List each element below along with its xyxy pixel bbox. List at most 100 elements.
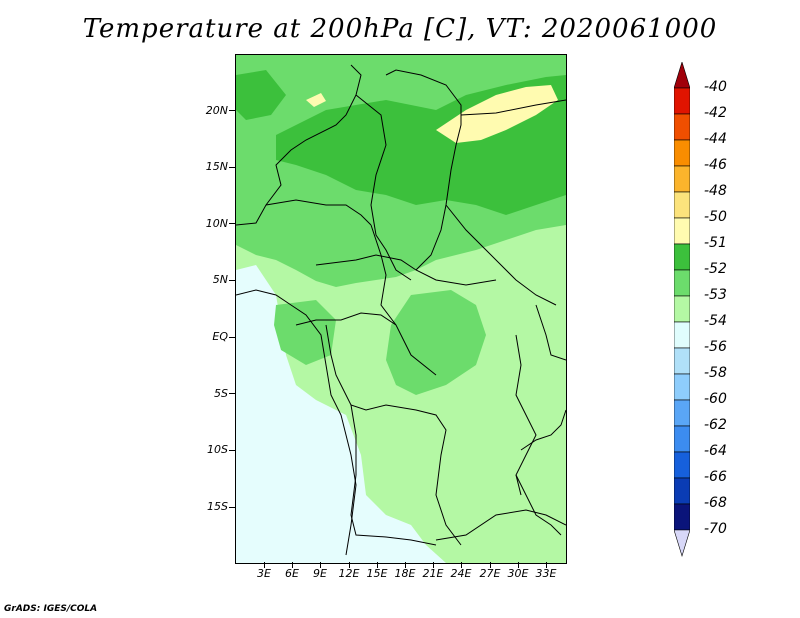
colorbar-segment bbox=[674, 425, 690, 453]
colorbar-label: -44 bbox=[704, 131, 727, 147]
lat-label: 5N bbox=[212, 273, 228, 286]
field-darkgreen-nw bbox=[236, 70, 286, 120]
lon-tick-mark bbox=[349, 562, 350, 568]
colorbar-label: -48 bbox=[704, 183, 727, 199]
border-line bbox=[445, 204, 557, 306]
lat-tick-mark bbox=[229, 280, 235, 281]
map-title: Temperature at 200hPa [C], VT: 202006100… bbox=[82, 14, 718, 44]
lat-label: 5S bbox=[214, 387, 228, 400]
lon-label: 30E bbox=[507, 567, 529, 580]
lon-tick-mark bbox=[320, 562, 321, 568]
lat-tick-mark bbox=[229, 393, 235, 394]
colorbar-segment bbox=[674, 62, 690, 89]
colorbar-label: -42 bbox=[704, 105, 727, 121]
border-line bbox=[515, 474, 562, 536]
lat-tick-mark bbox=[229, 167, 235, 168]
colorbar-segment bbox=[674, 399, 690, 427]
colorbar-label: -60 bbox=[704, 391, 727, 407]
colorbar-segment bbox=[674, 87, 690, 115]
lat-label: 20N bbox=[205, 104, 228, 117]
colorbar-segment bbox=[674, 217, 690, 245]
colorbar-segment bbox=[674, 503, 690, 531]
border-line bbox=[460, 99, 566, 116]
lon-tick-mark bbox=[461, 562, 462, 568]
border-line bbox=[370, 224, 437, 376]
colorbar-label: -68 bbox=[704, 495, 727, 511]
lat-label: 15S bbox=[207, 500, 228, 513]
colorbar-segment bbox=[674, 139, 690, 167]
lat-label: 10S bbox=[207, 443, 228, 456]
colorbar-segment bbox=[674, 191, 690, 219]
lat-tick-mark bbox=[229, 337, 235, 338]
lat-tick-mark bbox=[229, 223, 235, 224]
border-line bbox=[295, 312, 397, 326]
border-line bbox=[265, 199, 372, 226]
colorbar-segment bbox=[674, 269, 690, 297]
colorbar bbox=[674, 62, 690, 558]
colorbar-segment bbox=[674, 321, 690, 349]
border-line bbox=[520, 409, 566, 451]
colorbar-label: -53 bbox=[704, 287, 727, 303]
border-line bbox=[325, 324, 462, 546]
field-yellow-patch-ne bbox=[436, 85, 558, 143]
border-line bbox=[435, 509, 566, 541]
credit-text: GrADS: IGES/COLA bbox=[4, 604, 98, 614]
lon-tick-mark bbox=[518, 562, 519, 568]
lat-tick-mark bbox=[229, 450, 235, 451]
field-green-west bbox=[274, 300, 336, 365]
lon-label: 33E bbox=[535, 567, 557, 580]
lon-label: 12E bbox=[338, 567, 360, 580]
field-yellow-patch-n bbox=[306, 93, 326, 107]
lat-tick-mark bbox=[229, 110, 235, 111]
lon-label: 15E bbox=[366, 567, 388, 580]
map-panel bbox=[235, 54, 567, 564]
border-line bbox=[315, 254, 497, 286]
colorbar-label: -52 bbox=[704, 261, 727, 277]
colorbar-segment bbox=[674, 165, 690, 193]
lon-tick-mark bbox=[490, 562, 491, 568]
colorbar-segment bbox=[674, 347, 690, 375]
country-borders bbox=[236, 64, 566, 556]
colorbar-segment bbox=[674, 243, 690, 271]
border-line bbox=[355, 94, 412, 281]
colorbar-segment bbox=[674, 451, 690, 479]
colorbar-segment bbox=[674, 529, 690, 558]
colorbar-label: -58 bbox=[704, 365, 727, 381]
border-line bbox=[535, 304, 566, 361]
lon-label: 24E bbox=[450, 567, 472, 580]
lon-label: 21E bbox=[422, 567, 444, 580]
lat-label: EQ bbox=[212, 330, 228, 343]
lat-label: 15N bbox=[205, 160, 228, 173]
colorbar-label: -64 bbox=[704, 443, 727, 459]
colorbar-label: -66 bbox=[704, 469, 727, 485]
lon-tick-mark bbox=[377, 562, 378, 568]
lon-tick-mark bbox=[405, 562, 406, 568]
lon-label: 9E bbox=[313, 567, 327, 580]
field-green-center bbox=[386, 290, 486, 395]
lon-tick-mark bbox=[433, 562, 434, 568]
lon-label: 3E bbox=[257, 567, 271, 580]
colorbar-label: -40 bbox=[704, 79, 727, 95]
colorbar-label: -56 bbox=[704, 339, 727, 355]
lon-label: 6E bbox=[285, 567, 299, 580]
lat-tick-mark bbox=[229, 507, 235, 508]
lon-tick-mark bbox=[264, 562, 265, 568]
colorbar-segment bbox=[674, 373, 690, 401]
colorbar-label: -50 bbox=[704, 209, 727, 225]
temperature-field bbox=[236, 55, 566, 563]
colorbar-segment bbox=[674, 477, 690, 505]
lon-tick-mark bbox=[546, 562, 547, 568]
lon-tick-mark bbox=[292, 562, 293, 568]
colorbar-segment bbox=[674, 113, 690, 141]
colorbar-label: -70 bbox=[704, 521, 727, 537]
colorbar-label: -54 bbox=[704, 313, 727, 329]
border-line bbox=[236, 64, 362, 226]
colorbar-label: -46 bbox=[704, 157, 727, 173]
colorbar-segment bbox=[674, 295, 690, 323]
colorbar-label: -51 bbox=[704, 235, 727, 251]
colorbar-label: -62 bbox=[704, 417, 727, 433]
lon-label: 18E bbox=[394, 567, 416, 580]
lon-label: 27E bbox=[479, 567, 501, 580]
border-line bbox=[385, 69, 462, 271]
coastline bbox=[236, 289, 357, 556]
